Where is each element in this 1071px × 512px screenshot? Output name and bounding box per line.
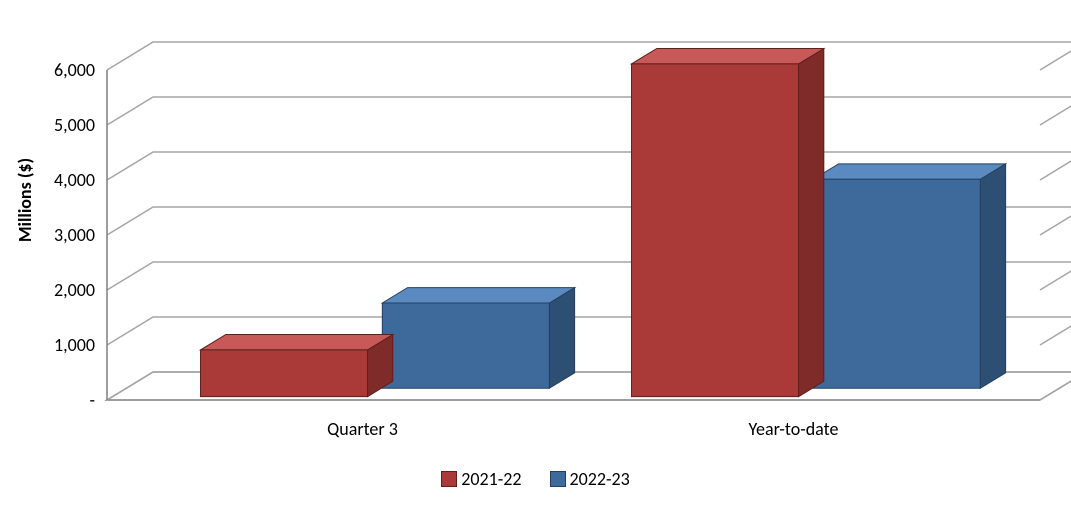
legend-item: 2021-22 bbox=[441, 468, 521, 490]
legend-label: 2021-22 bbox=[461, 468, 521, 490]
legend-swatch bbox=[550, 471, 566, 487]
plot-area bbox=[0, 0, 1071, 512]
legend-swatch bbox=[441, 471, 457, 487]
legend-item: 2022-23 bbox=[550, 468, 630, 490]
category-label: Year-to-date bbox=[694, 418, 894, 440]
chart-stage: Millions ($) -1,0002,0003,0004,0005,0006… bbox=[0, 0, 1071, 512]
legend: 2021-22 2022-23 bbox=[0, 468, 1071, 490]
category-label: Quarter 3 bbox=[263, 418, 463, 440]
legend-label: 2022-23 bbox=[570, 468, 630, 490]
